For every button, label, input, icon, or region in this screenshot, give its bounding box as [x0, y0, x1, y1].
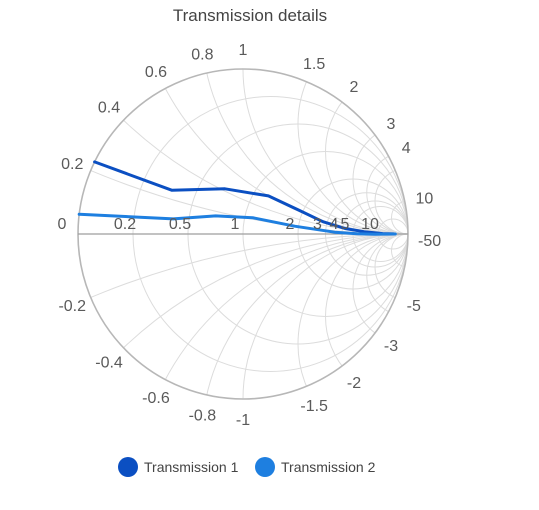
tick-label: 4 — [402, 140, 411, 157]
tick-label: -0.2 — [58, 298, 86, 315]
reactance-arc — [297, 69, 408, 235]
tick-label: -50 — [418, 233, 441, 250]
tick-labels: 0 0.2 0.5 1 2 3 4 5 10-5011.5234100.80.60.40.2-0… — [58, 42, 442, 429]
reactance-arc — [352, 123, 408, 235]
tick-label: 2 — [286, 216, 295, 233]
tick-label: 0.6 — [145, 64, 167, 81]
tick-label: 1.5 — [303, 56, 325, 73]
tick-label: 1 — [231, 216, 240, 233]
tick-label: 0.5 — [169, 216, 191, 233]
legend-label: Transmission 1 — [144, 459, 239, 475]
reactance-arc — [78, 69, 408, 235]
reactance-arc — [325, 233, 408, 399]
tick-label: 0.2 — [114, 216, 136, 233]
tick-label: -0.4 — [95, 355, 123, 372]
tick-label: 2 — [350, 79, 359, 96]
tick-label: 1 — [239, 42, 248, 59]
reactance-arc — [297, 233, 408, 399]
reactance-arc — [374, 233, 408, 301]
tick-label: -3 — [384, 338, 398, 355]
tick-label: -1.5 — [300, 398, 328, 415]
tick-label: -1 — [236, 412, 250, 429]
tick-label: -2 — [347, 375, 361, 392]
tick-label: 5 — [341, 216, 350, 233]
series-line[interactable] — [77, 212, 397, 236]
legend[interactable]: Transmission 1 Transmission 2 — [118, 457, 376, 477]
reactance-arc — [78, 69, 408, 235]
tick-label: 3 — [387, 116, 396, 133]
tick-label: 4 — [330, 216, 339, 233]
tick-label: 10 — [415, 190, 433, 207]
legend-label: Transmission 2 — [281, 459, 376, 475]
reactance-arc — [352, 233, 408, 345]
reactance-arc — [325, 69, 408, 235]
series-line[interactable] — [93, 160, 396, 236]
reactance-arc — [366, 151, 408, 235]
reactance-arc — [391, 200, 408, 235]
tick-label: 3 — [313, 216, 322, 233]
tick-label: 0.4 — [98, 99, 120, 116]
tick-label: 0.8 — [191, 47, 213, 64]
reactance-arc — [374, 167, 408, 235]
legend-swatch — [118, 457, 138, 477]
reactance-arc — [391, 233, 408, 268]
tick-label: -0.6 — [142, 390, 170, 407]
reactance-arc — [201, 69, 408, 235]
chart-title: Transmission details — [173, 6, 327, 25]
tick-label: 0 — [58, 216, 67, 233]
series-layer — [77, 160, 397, 236]
tick-label: -5 — [407, 298, 421, 315]
tick-label: 10 — [361, 216, 379, 233]
reactance-arc — [366, 233, 408, 317]
tick-label: 0.2 — [61, 156, 83, 173]
legend-swatch — [255, 457, 275, 477]
tick-label: -0.8 — [189, 407, 217, 424]
